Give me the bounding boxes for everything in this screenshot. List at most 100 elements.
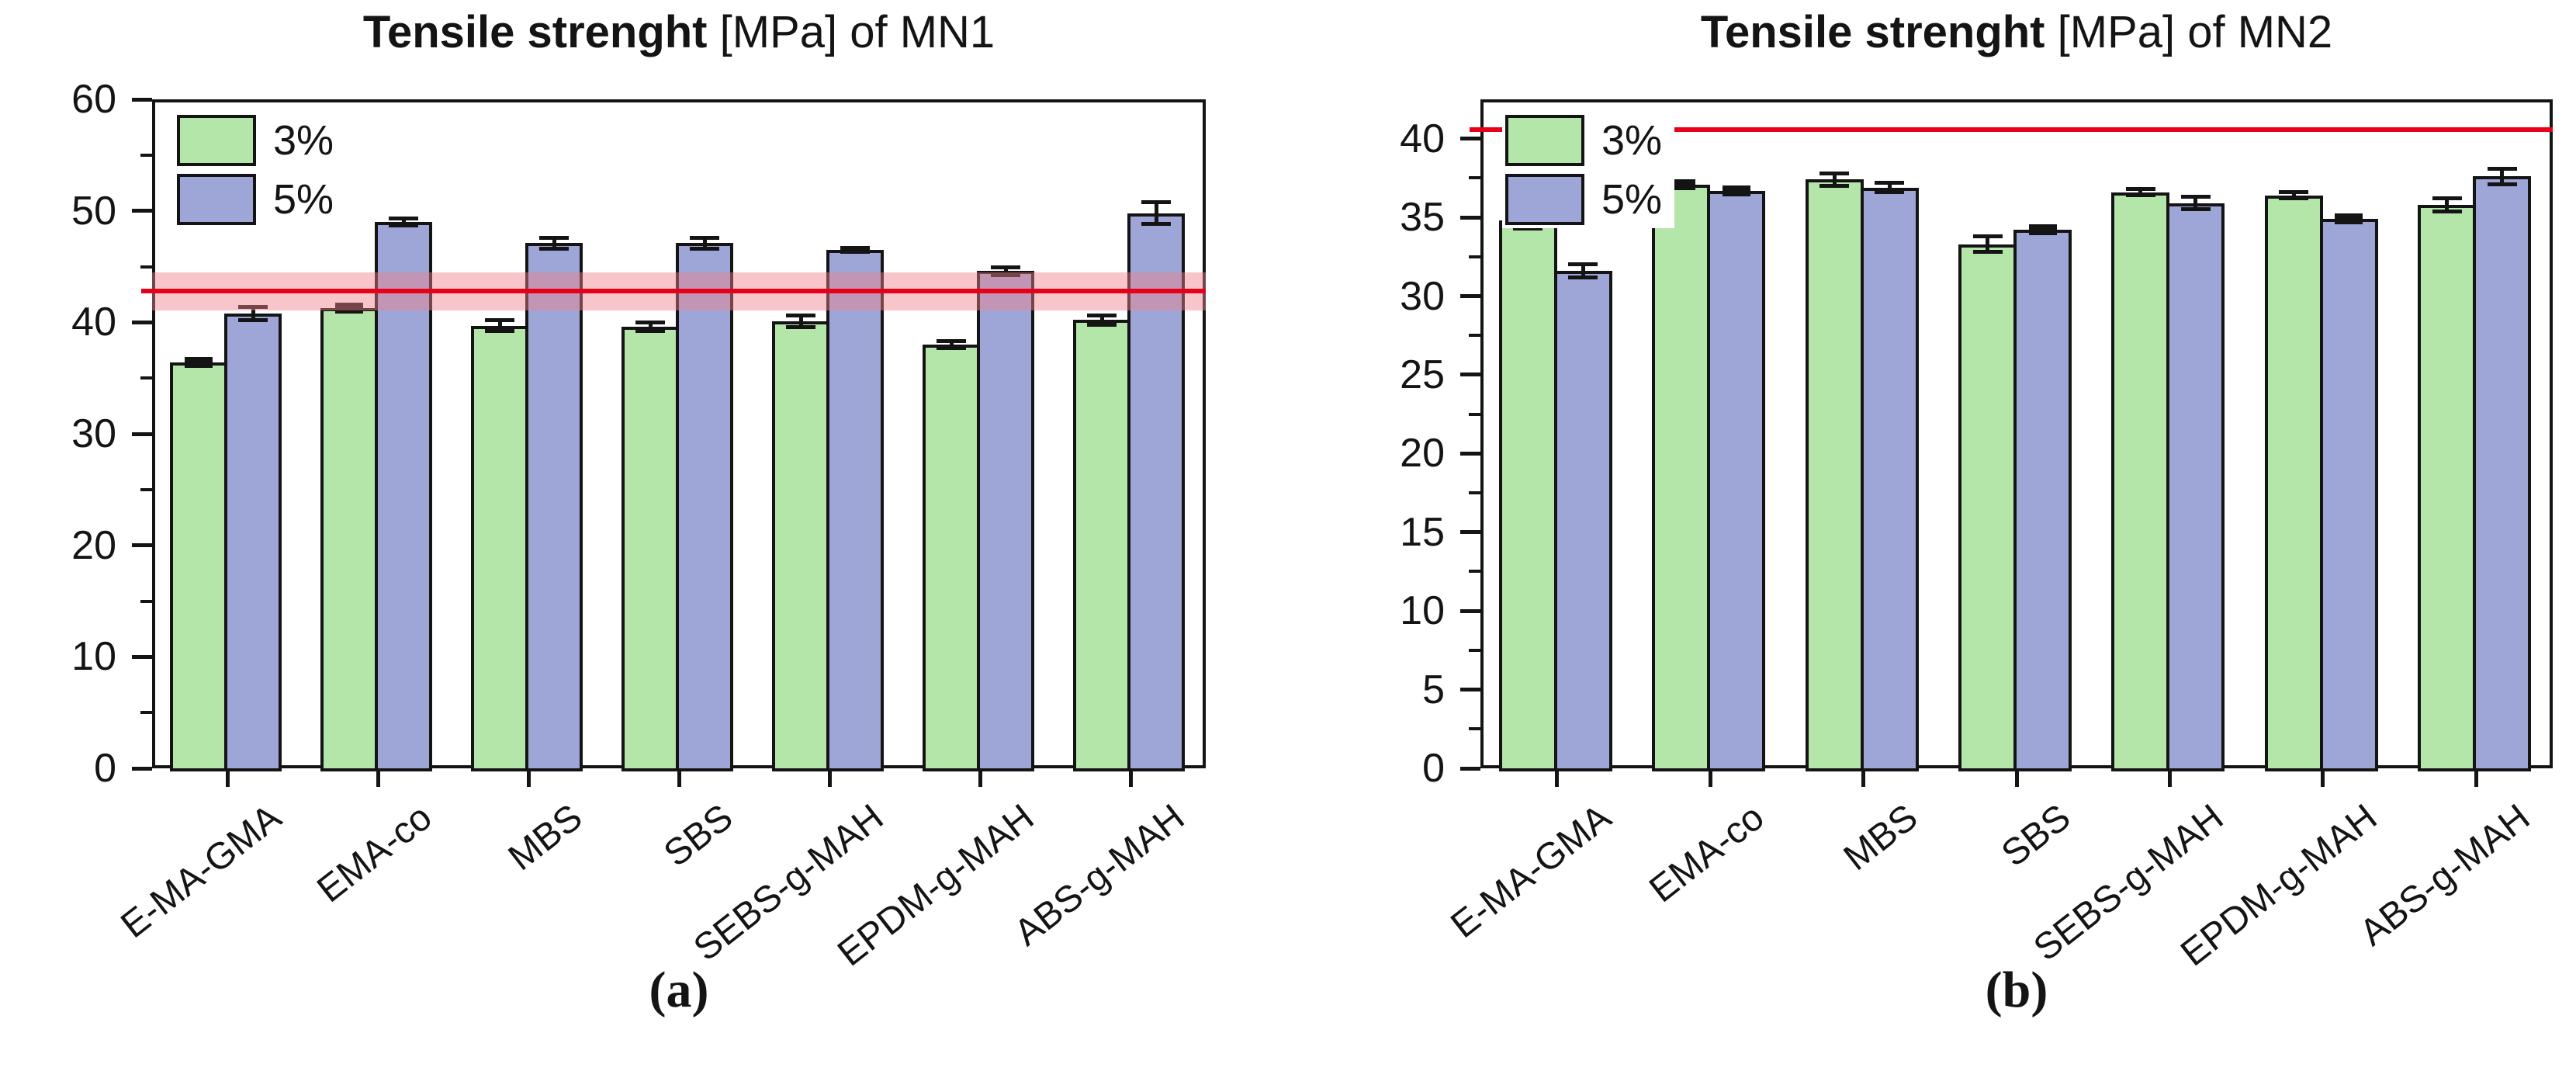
error-whisker [2445, 198, 2450, 211]
error-cap-top [1972, 234, 2003, 238]
legend: 3% 5% [1502, 112, 1675, 228]
error-cap-top [238, 304, 268, 309]
bar-5pct-SBS [2013, 230, 2072, 771]
y-tick-label: 0 [94, 746, 116, 791]
bar-5pct-EMA-co [375, 222, 432, 771]
error-cap-bottom [1087, 322, 1117, 327]
bar-5pct-E-MA-GMA [224, 313, 282, 771]
y-major-tick [132, 97, 152, 102]
error-whisker [1887, 182, 1892, 192]
legend-label-3pct: 3% [273, 117, 334, 164]
y-major-tick [132, 209, 152, 213]
bar-3pct-E-MA-GMA [1498, 220, 1557, 771]
y-minor-tick [1469, 648, 1480, 652]
error-whisker [1832, 173, 1837, 186]
y-tick-label: 10 [1400, 588, 1445, 634]
y-minor-tick [140, 599, 152, 603]
error-marker [2028, 224, 2057, 236]
x-tick [526, 768, 531, 787]
y-minor-tick [1469, 176, 1480, 180]
error-whisker [497, 320, 502, 331]
error-cap-top [937, 339, 966, 344]
error-cap-bottom [991, 272, 1020, 277]
error-cap-bottom [840, 250, 870, 255]
y-minor-tick [1469, 334, 1480, 338]
error-cap-top [1087, 314, 1117, 318]
bar-3pct-SEBS-g-MAH [772, 321, 829, 771]
bar-3pct-EPDM-g-MAH [2264, 195, 2323, 771]
bar-3pct-MBS [471, 325, 528, 771]
error-whisker [798, 315, 803, 328]
x-tick [1555, 768, 1560, 787]
bar-5pct-SEBS-g-MAH [826, 249, 884, 771]
error-cap-top [539, 235, 569, 240]
error-cap-top [2432, 196, 2462, 201]
error-whisker [401, 218, 406, 226]
chart-b-title-bold: Tensile strenght [1700, 7, 2045, 57]
bar-3pct-E-MA-GMA [170, 362, 227, 771]
reference-line [1470, 127, 2553, 132]
y-major-tick [1460, 451, 1480, 456]
y-major-tick [1460, 137, 1480, 141]
panel-b-caption: (b) [1985, 962, 2048, 1018]
chart-b-title: Tensile strenght [MPa] of MN2 [1480, 6, 2553, 58]
x-tick [376, 768, 380, 787]
bar-5pct-E-MA-GMA [1553, 271, 1612, 771]
error-marker [1722, 185, 1750, 196]
bar-5pct-EPDM-g-MAH [2319, 219, 2378, 771]
y-minor-tick [1469, 727, 1480, 731]
y-tick-label: 60 [71, 77, 116, 122]
error-cap-bottom [1875, 190, 1905, 195]
bar-3pct-SEBS-g-MAH [2111, 192, 2170, 771]
error-whisker [1154, 202, 1158, 224]
y-tick-label: 30 [1400, 273, 1445, 319]
x-tick [2167, 768, 2172, 787]
bar-5pct-EMA-co [1707, 190, 1766, 771]
error-whisker [2193, 196, 2198, 210]
error-cap-bottom [238, 317, 268, 322]
y-tick-label: 5 [1422, 667, 1445, 712]
y-minor-tick [140, 376, 152, 380]
x-tick [1708, 768, 1712, 787]
panel-a-caption: (a) [649, 962, 709, 1018]
legend-swatch-5pct [1505, 174, 1584, 225]
error-cap-bottom [1568, 275, 1598, 279]
error-marker [335, 302, 363, 314]
error-cap-bottom [2125, 193, 2155, 198]
error-cap-bottom [786, 324, 815, 329]
error-whisker [1003, 267, 1008, 276]
bar-5pct-SEBS-g-MAH [2166, 203, 2225, 771]
legend-item-5pct: 5% [177, 174, 334, 225]
error-cap-top [2487, 166, 2517, 171]
x-tick [2321, 768, 2325, 787]
bar-3pct-EMA-co [1652, 184, 1711, 771]
error-whisker [702, 237, 707, 249]
y-tick-label: 40 [71, 300, 116, 345]
error-cap-bottom [485, 329, 514, 334]
bar-5pct-ABS-g-MAH [2473, 176, 2532, 771]
legend-label-5pct: 5% [273, 176, 334, 223]
legend-swatch-3pct [177, 115, 256, 166]
legend-swatch-3pct [1505, 115, 1584, 166]
x-tick [1861, 768, 1866, 787]
bar-3pct-ABS-g-MAH [2418, 204, 2477, 771]
y-major-tick [132, 432, 152, 436]
error-cap-bottom [937, 345, 966, 350]
x-tick [677, 768, 681, 787]
x-tick [978, 768, 982, 787]
error-cap-bottom [635, 329, 665, 334]
y-tick-label: 30 [71, 411, 116, 456]
bar-5pct-MBS [1860, 187, 1919, 771]
y-major-tick [1460, 766, 1480, 771]
y-major-tick [1460, 215, 1480, 220]
bar-3pct-ABS-g-MAH [1073, 320, 1130, 771]
error-whisker [648, 322, 653, 331]
error-whisker [853, 248, 857, 252]
y-major-tick [132, 543, 152, 548]
y-tick-label: 20 [71, 522, 116, 568]
error-whisker [2500, 168, 2505, 185]
y-minor-tick [1469, 491, 1480, 495]
error-cap-top [2279, 190, 2309, 195]
y-minor-tick [1469, 412, 1480, 416]
